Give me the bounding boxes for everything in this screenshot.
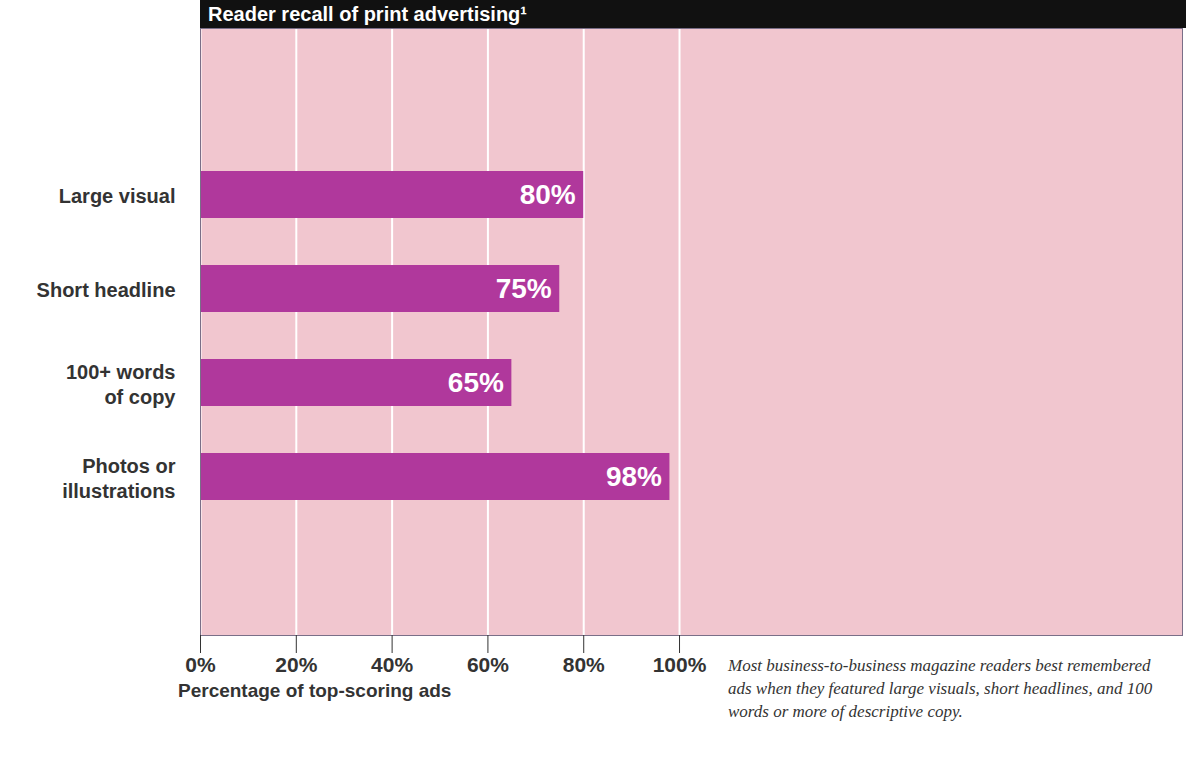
html-text:Percentage of top-scoring ads: Percentage of top-scoring ads <box>178 680 452 701</box>
svg-text:100%: 100% <box>653 653 707 676</box>
svg-text:Photos orillustrations: Photos orillustrations <box>62 455 176 502</box>
svg-text:0%: 0% <box>185 653 216 676</box>
svg-text:Large visual: Large visual <box>59 185 176 207</box>
svg-text:60%: 60% <box>467 653 509 676</box>
svg-text:20%: 20% <box>275 653 317 676</box>
svg-text:40%: 40% <box>371 653 413 676</box>
svg-text:80%: 80% <box>520 179 576 210</box>
html-text:Most business-to-business maga: Most business-to-business magazine reade… <box>728 656 1153 721</box>
svg-text:65%: 65% <box>448 367 504 398</box>
svg-text:Short headline: Short headline <box>37 279 176 301</box>
html-text:Reader recall of print adverti: Reader recall of print advertising¹ <box>208 3 527 25</box>
svg-text:80%: 80% <box>563 653 605 676</box>
svg-text:100+ wordsof copy: 100+ wordsof copy <box>66 361 176 408</box>
svg-text:98%: 98% <box>606 461 662 492</box>
svg-text:75%: 75% <box>496 273 552 304</box>
